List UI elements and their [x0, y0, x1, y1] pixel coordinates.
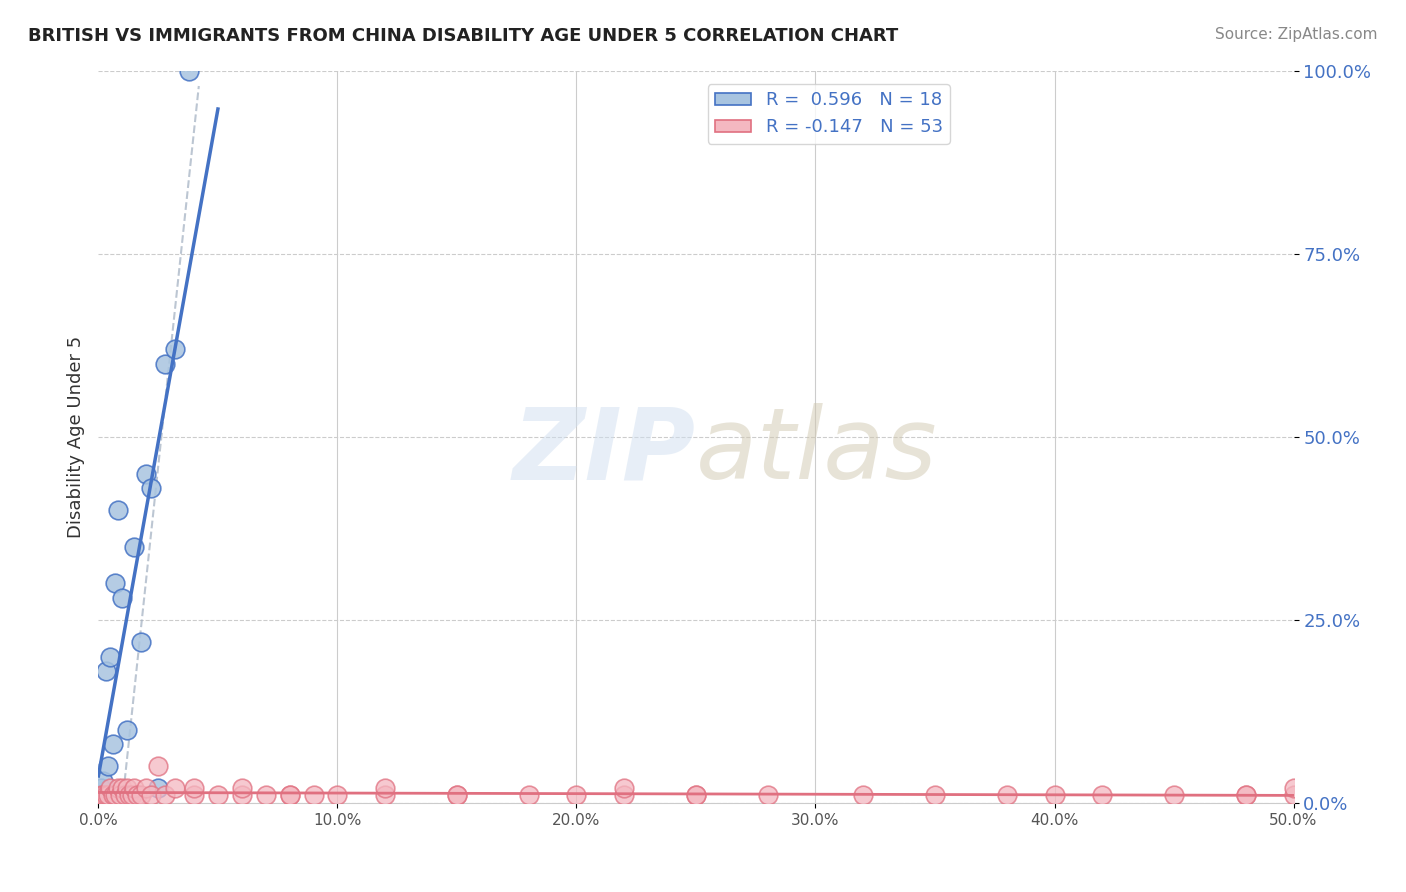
Point [1234, 789, 1257, 803]
Point [97, 789, 120, 803]
Point [124, 781, 146, 796]
Point [148, 781, 170, 796]
Point [278, 789, 301, 803]
Point [1043, 789, 1066, 803]
Point [124, 540, 146, 554]
Point [613, 789, 636, 803]
Point [107, 503, 129, 517]
Point [517, 789, 540, 803]
Point [90, 789, 112, 803]
Point [94, 664, 117, 678]
Point [118, 789, 141, 803]
Point [131, 789, 153, 803]
Point [98, 781, 122, 796]
Point [1234, 789, 1257, 803]
Point [183, 781, 205, 796]
Point [104, 789, 127, 803]
Point [163, 343, 186, 357]
Text: ZIP: ZIP [513, 403, 696, 500]
Point [995, 789, 1018, 803]
Point [924, 789, 946, 803]
Point [302, 789, 325, 803]
Point [613, 781, 636, 796]
Point [91, 789, 114, 803]
Point [139, 481, 162, 495]
Text: Source: ZipAtlas.com: Source: ZipAtlas.com [1215, 27, 1378, 42]
Point [756, 789, 779, 803]
Point [125, 789, 148, 803]
Point [155, 789, 177, 803]
Point [1282, 781, 1305, 796]
Point [107, 781, 129, 796]
Point [254, 789, 277, 803]
Point [111, 781, 134, 796]
Point [1163, 789, 1185, 803]
Point [104, 576, 127, 591]
Point [179, 64, 201, 78]
Point [231, 789, 253, 803]
Point [326, 789, 349, 803]
Point [374, 781, 396, 796]
Point [90, 781, 112, 796]
Point [374, 789, 396, 803]
Point [135, 781, 157, 796]
Point [131, 635, 153, 649]
Point [115, 781, 138, 796]
Point [101, 737, 124, 751]
Point [163, 781, 186, 796]
Text: BRITISH VS IMMIGRANTS FROM CHINA DISABILITY AGE UNDER 5 CORRELATION CHART: BRITISH VS IMMIGRANTS FROM CHINA DISABIL… [28, 27, 898, 45]
Point [139, 789, 162, 803]
Point [97, 759, 120, 773]
Point [121, 789, 143, 803]
Point [231, 781, 253, 796]
Point [446, 789, 468, 803]
Point [94, 789, 117, 803]
Legend: R =  0.596   N = 18, R = -0.147   N = 53: R = 0.596 N = 18, R = -0.147 N = 53 [707, 84, 950, 144]
Point [111, 591, 134, 605]
Point [207, 789, 229, 803]
Point [101, 789, 124, 803]
Point [91, 773, 114, 788]
Point [1282, 789, 1305, 803]
Y-axis label: Disability Age Under 5: Disability Age Under 5 [66, 336, 84, 538]
Point [115, 723, 138, 737]
Point [114, 789, 136, 803]
Point [155, 357, 177, 371]
Point [135, 467, 157, 481]
Point [148, 759, 170, 773]
Point [183, 789, 205, 803]
Point [685, 789, 707, 803]
Point [565, 789, 588, 803]
Point [852, 789, 875, 803]
Point [1091, 789, 1114, 803]
Point [98, 649, 122, 664]
Point [278, 789, 301, 803]
Point [446, 789, 468, 803]
Text: atlas: atlas [696, 403, 938, 500]
Point [685, 789, 707, 803]
Point [108, 789, 131, 803]
